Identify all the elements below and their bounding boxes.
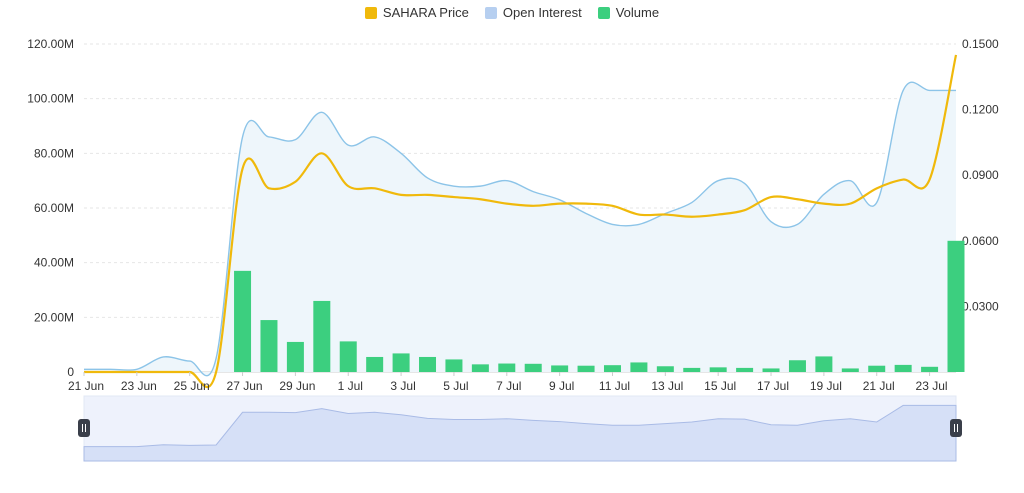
volume-bar — [947, 240, 965, 372]
x-tick-label: 27 Jun — [227, 379, 263, 393]
left-tick-label: 100.00M — [27, 92, 74, 106]
x-tick-label: 25 Jun — [174, 379, 210, 393]
navigator-left-handle[interactable] — [78, 419, 90, 437]
volume-bar — [841, 368, 859, 372]
left-tick-label: 80.00M — [34, 146, 74, 160]
volume-bar — [630, 362, 648, 372]
volume-bar — [339, 341, 357, 372]
right-tick-label: 0.1500 — [962, 37, 999, 51]
legend-label-volume: Volume — [615, 5, 660, 20]
legend-label-open-interest: Open Interest — [502, 5, 582, 20]
x-tick-label: 29 Jun — [279, 379, 315, 393]
open-interest-line — [84, 81, 956, 377]
volume-bars — [234, 240, 965, 372]
volume-bar — [366, 356, 384, 372]
left-tick-label: 60.00M — [34, 201, 74, 215]
volume-bar — [736, 367, 754, 372]
volume-bar — [524, 363, 542, 372]
x-tick-label: 1 Jul — [338, 379, 363, 393]
volume-bar — [683, 367, 701, 372]
volume-bar — [656, 366, 674, 372]
x-tick-label: 9 Jul — [549, 379, 574, 393]
right-axis: 0.0300 0.0600 0.0900 0.1200 0.1500 — [962, 37, 999, 313]
volume-bar — [498, 363, 516, 372]
left-axis: 0 20.00M 40.00M 60.00M 80.00M 100.00M 120.00M — [27, 37, 74, 379]
price-line-group — [84, 54, 958, 389]
volume-bar — [392, 353, 410, 372]
left-tick-label: 120.00M — [27, 37, 74, 51]
chart-legend: SAHARA Price Open Interest Volume — [0, 5, 1024, 20]
volume-bar — [762, 368, 780, 372]
x-axis: 21 Jun 23 Jun 25 Jun 27 Jun 29 Jun 1 Jul 3 Jul… — [68, 372, 948, 393]
legend-label-price: SAHARA Price — [382, 5, 469, 20]
x-tick-label: 21 Jun — [68, 379, 104, 393]
price-swatch-icon — [364, 6, 377, 19]
open-interest-fill — [84, 82, 956, 376]
right-tick-label: 0.1200 — [962, 103, 999, 117]
volume-bar — [815, 356, 833, 372]
volume-bar — [419, 356, 437, 372]
x-tick-label: 3 Jul — [390, 379, 415, 393]
open-interest-swatch-icon — [484, 6, 497, 19]
x-tick-label: 17 Jul — [757, 379, 789, 393]
legend-item-price[interactable]: SAHARA Price — [364, 5, 469, 20]
volume-bar — [286, 341, 304, 372]
volume-bar — [577, 365, 595, 372]
x-tick-label: 23 Jul — [916, 379, 948, 393]
volume-bar — [445, 359, 463, 372]
x-tick-label: 13 Jul — [651, 379, 683, 393]
x-tick-label: 19 Jul — [810, 379, 842, 393]
volume-bar — [709, 367, 727, 372]
legend-item-open-interest[interactable]: Open Interest — [484, 5, 582, 20]
volume-bar — [788, 360, 806, 372]
x-tick-label: 7 Jul — [496, 379, 521, 393]
left-tick-label: 0 — [67, 365, 74, 379]
right-tick-label: 0.0300 — [962, 299, 999, 313]
left-tick-label: 40.00M — [34, 256, 74, 270]
volume-bar — [471, 364, 489, 372]
x-tick-label: 15 Jul — [704, 379, 736, 393]
range-navigator[interactable] — [78, 395, 962, 462]
right-tick-label: 0.0900 — [962, 168, 999, 182]
volume-bar — [313, 300, 331, 372]
price-line — [84, 54, 958, 389]
open-interest-area — [84, 81, 956, 377]
volume-bar — [921, 366, 939, 372]
left-tick-label: 20.00M — [34, 310, 74, 324]
volume-bar — [551, 365, 569, 372]
volume-bar — [260, 320, 278, 372]
x-tick-label: 21 Jul — [863, 379, 895, 393]
right-tick-label: 0.0600 — [962, 234, 999, 248]
legend-item-volume[interactable]: Volume — [597, 5, 660, 20]
volume-bar — [868, 365, 886, 372]
volume-bar — [894, 364, 912, 372]
x-tick-label: 5 Jul — [443, 379, 468, 393]
x-tick-label: 11 Jul — [599, 379, 630, 393]
x-tick-label: 23 Jun — [121, 379, 157, 393]
volume-bar — [603, 365, 621, 372]
volume-bar — [234, 270, 252, 372]
navigator-preview — [83, 404, 957, 462]
volume-swatch-icon — [597, 6, 610, 19]
navigator-right-handle[interactable] — [950, 419, 962, 437]
